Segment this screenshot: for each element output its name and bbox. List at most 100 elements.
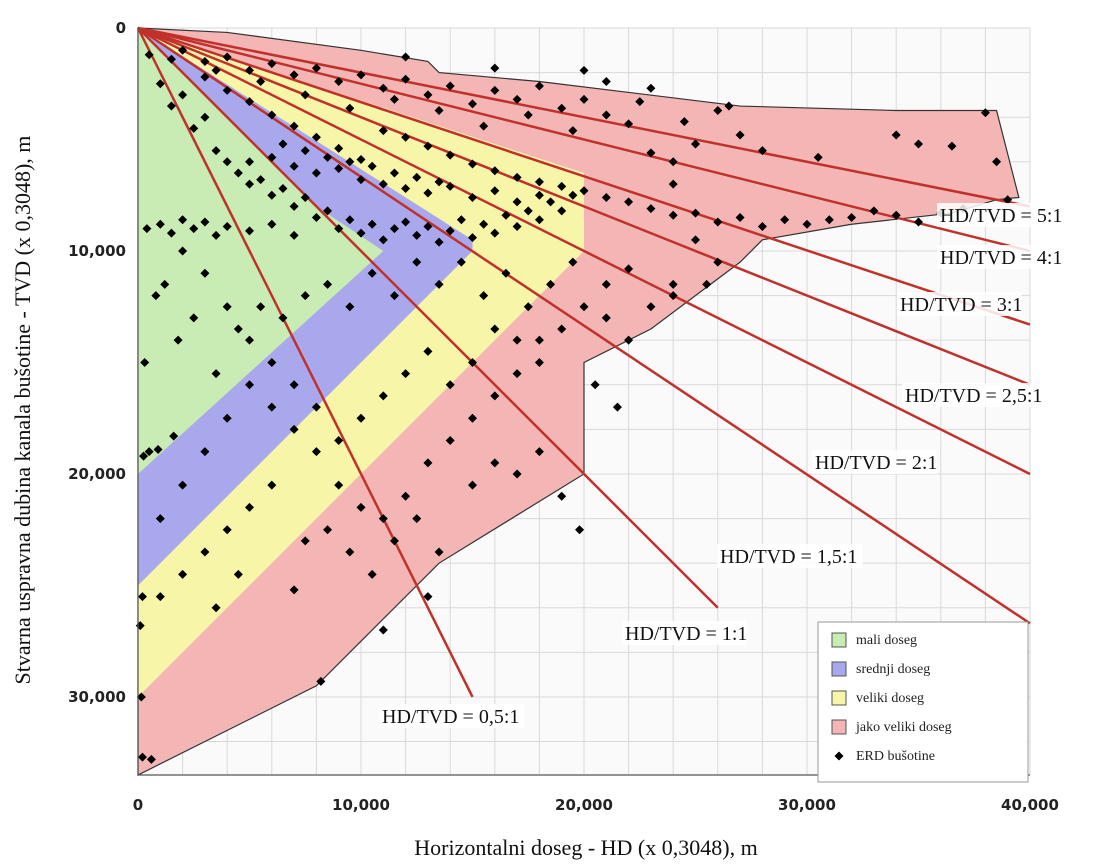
data-point (512, 94, 522, 104)
data-point (501, 268, 511, 278)
data-point (445, 181, 455, 191)
data-point (401, 132, 411, 142)
data-point (178, 480, 188, 490)
data-point (356, 175, 366, 185)
data-point (289, 201, 299, 211)
data-point (166, 54, 176, 64)
data-point (468, 192, 477, 202)
data-point (624, 197, 634, 207)
data-point (445, 436, 455, 446)
ratio-line (137, 26, 1031, 476)
data-point (947, 141, 957, 151)
data-point (211, 146, 221, 156)
data-point (233, 324, 243, 334)
data-point (166, 228, 176, 238)
data-point (278, 184, 288, 194)
data-point (155, 514, 165, 524)
data-point (546, 197, 556, 207)
data-point (490, 458, 500, 468)
data-point (824, 215, 834, 225)
data-point (490, 186, 500, 196)
data-point (423, 592, 433, 602)
data-point (601, 313, 611, 323)
ratio-label-bg (897, 292, 1022, 316)
legend-swatch (831, 661, 847, 677)
y-tick-label: 20,000 (68, 465, 126, 483)
data-point (557, 491, 567, 501)
data-point (200, 112, 210, 122)
data-point (389, 224, 399, 234)
data-point (601, 110, 611, 120)
data-point (423, 458, 433, 468)
data-point (311, 447, 321, 457)
data-point (222, 85, 232, 95)
data-point (189, 123, 199, 133)
data-point (914, 139, 923, 149)
data-point (245, 226, 254, 236)
data-point (256, 77, 266, 87)
data-point-layer (135, 45, 1013, 764)
ratio-line (136, 27, 474, 698)
data-point (624, 335, 634, 345)
data-point (512, 335, 522, 345)
data-point (557, 103, 567, 113)
data-point (702, 279, 712, 289)
data-point (1003, 195, 1013, 205)
data-point (267, 480, 277, 490)
data-point (568, 257, 578, 267)
data-point (691, 235, 700, 245)
data-point (267, 219, 277, 229)
data-point (679, 117, 689, 127)
data-point (300, 90, 310, 100)
y-tick-label: 0 (116, 19, 126, 37)
data-point (245, 335, 254, 345)
ratio-label-bg (379, 704, 525, 728)
data-point (713, 217, 723, 227)
legend-swatch (831, 719, 847, 735)
data-point (534, 215, 544, 225)
ratio-label-bg (622, 621, 747, 645)
ratio-label: HD/TVD = 3:1 (900, 294, 1022, 316)
data-point (557, 324, 567, 334)
data-point (575, 525, 585, 535)
data-point (534, 81, 544, 91)
data-point (278, 139, 288, 149)
data-point (445, 150, 455, 160)
data-point (534, 177, 544, 187)
data-point (200, 217, 210, 227)
data-point (289, 585, 299, 595)
data-point (378, 126, 388, 136)
data-point (490, 324, 500, 334)
data-point (590, 380, 600, 390)
data-point (267, 59, 277, 69)
legend-marker (834, 751, 844, 761)
legend-swatch (831, 690, 847, 706)
data-point (579, 186, 589, 196)
data-point (334, 163, 344, 173)
data-point (813, 152, 823, 162)
data-point (200, 72, 210, 82)
data-point (468, 480, 477, 490)
data-point (401, 217, 411, 227)
legend-label: jako veliki doseg (855, 720, 952, 735)
legend-swatch (831, 632, 847, 648)
data-point (222, 221, 232, 231)
ratio-line (137, 26, 1031, 253)
data-point (735, 213, 745, 223)
data-point (646, 302, 656, 312)
data-point (423, 90, 433, 100)
data-point (256, 175, 266, 185)
data-point (445, 81, 455, 91)
ratio-label: HD/TVD = 2:1 (815, 452, 937, 474)
data-point (635, 97, 645, 107)
data-point (137, 752, 147, 762)
data-point (160, 279, 170, 289)
data-point (713, 257, 723, 267)
data-point (378, 625, 388, 635)
data-point (345, 103, 355, 113)
data-point (612, 402, 622, 412)
data-point (668, 179, 678, 189)
ratio-label-bg (717, 544, 863, 568)
data-point (412, 172, 422, 182)
